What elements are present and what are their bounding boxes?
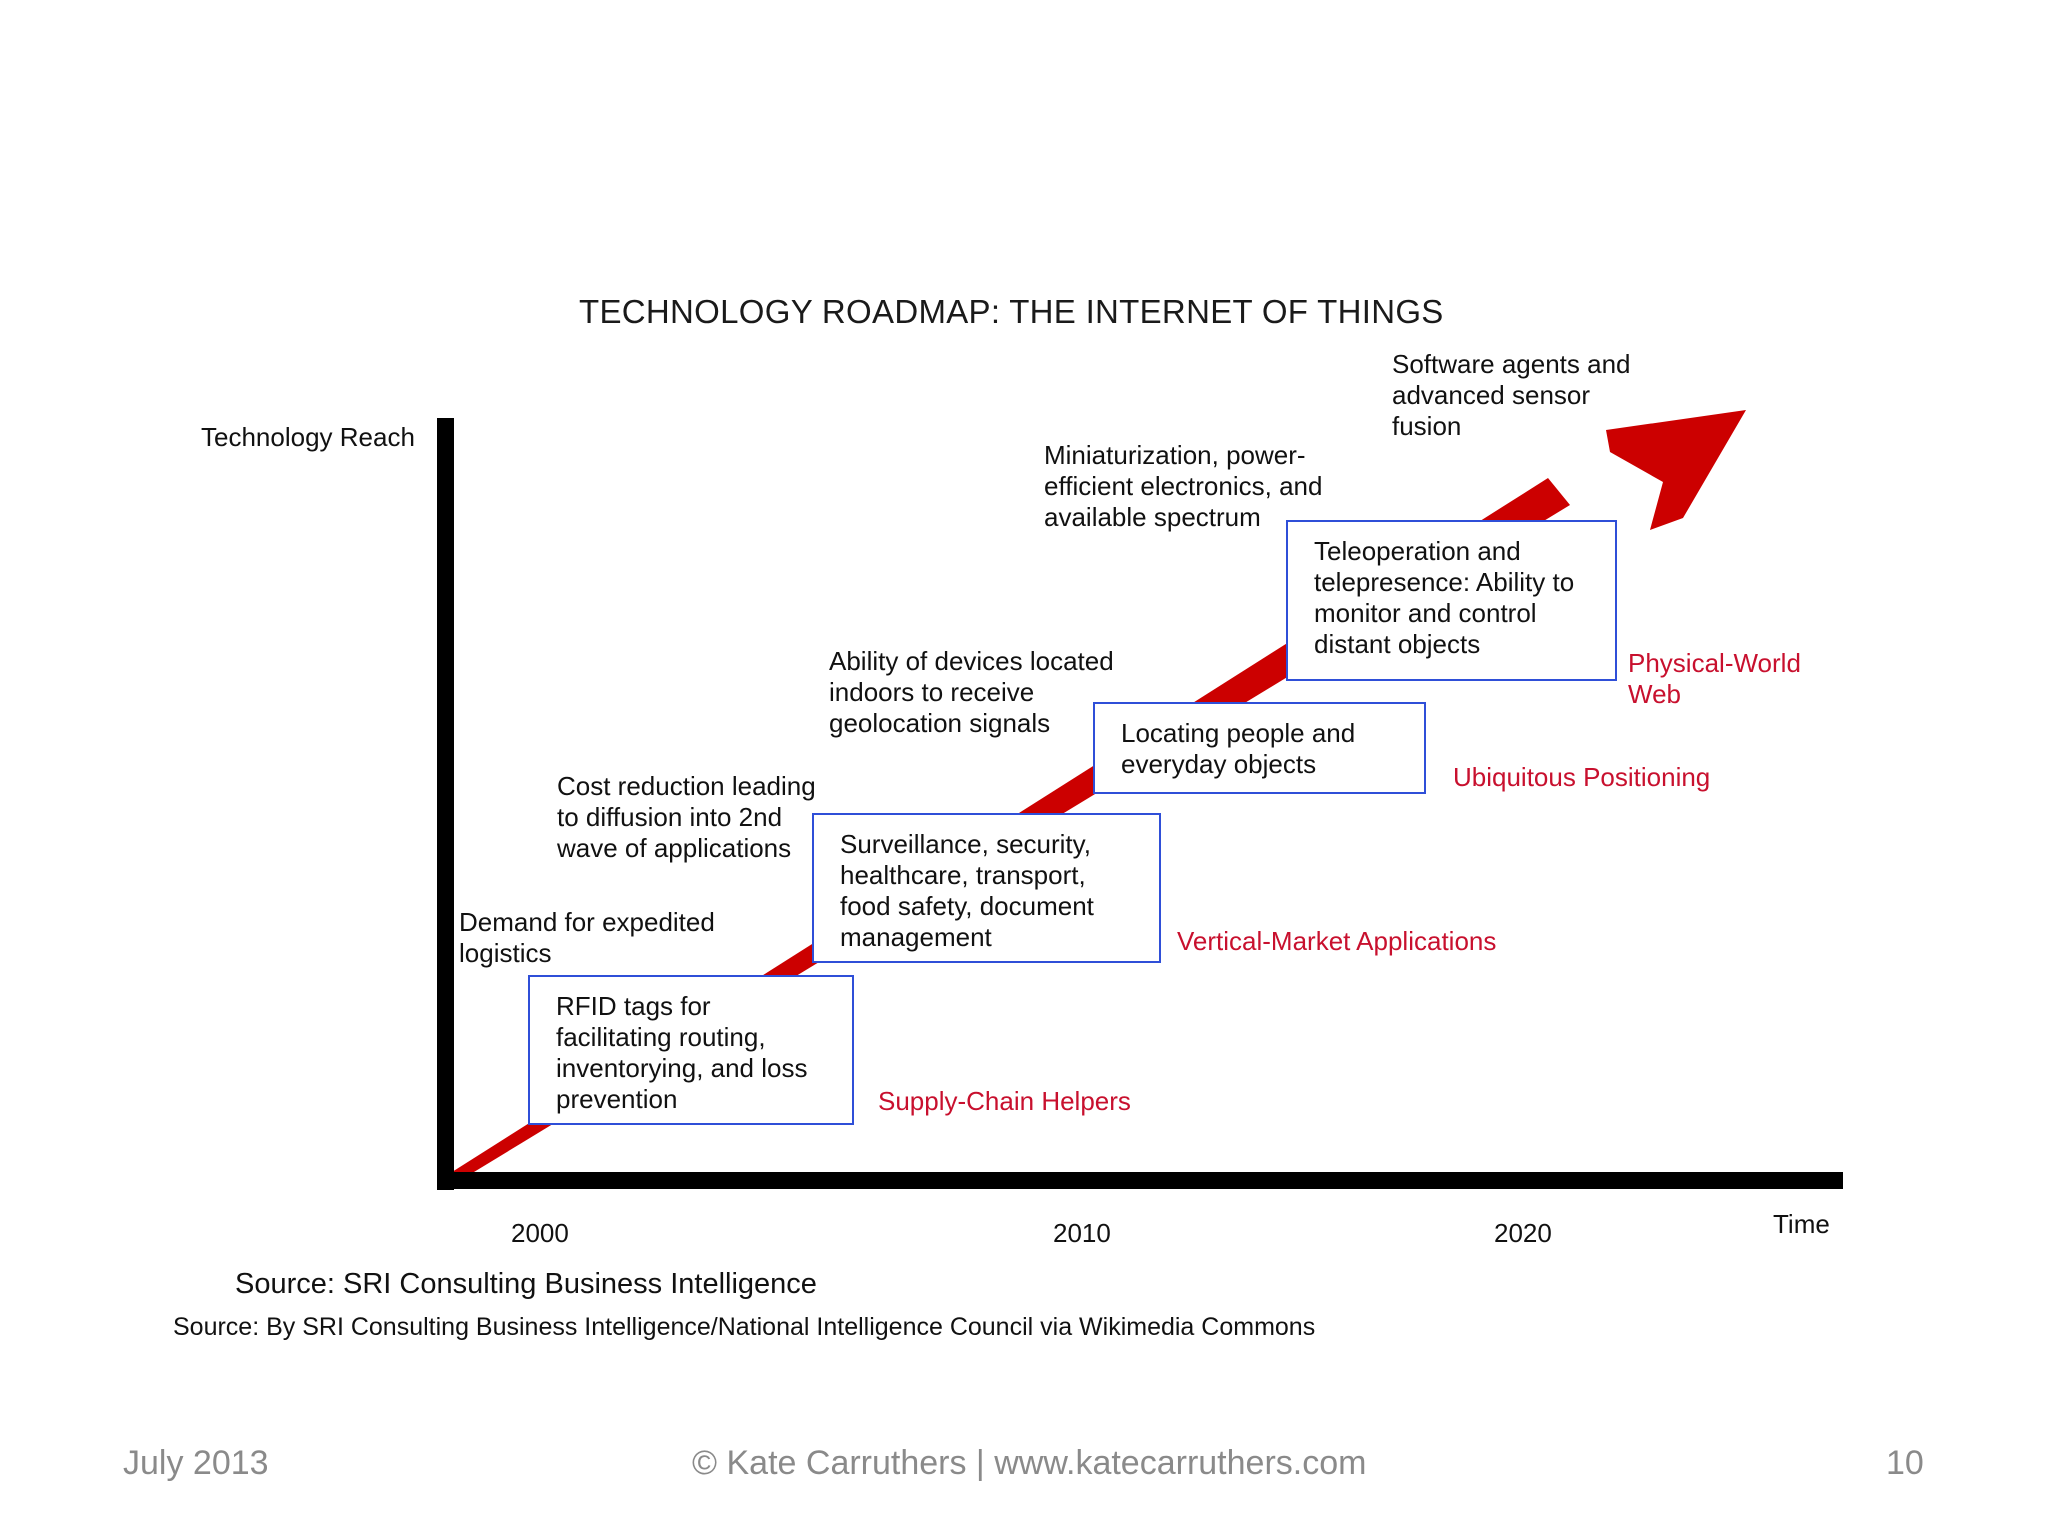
driver-cost-reduction: Cost reduction leading to diffusion into…	[557, 771, 816, 863]
diagram-title: TECHNOLOGY ROADMAP: THE INTERNET OF THIN…	[579, 293, 1444, 330]
x-tick-2020: 2020	[1494, 1218, 1552, 1248]
y-axis-line	[437, 418, 454, 1190]
category-physical-world-web: Physical-World Web	[1628, 648, 1801, 709]
milestone-box-surveillance: Surveillance, security, healthcare, tran…	[812, 813, 1161, 963]
milestone-box-teleoperation: Teleoperation and telepresence: Ability …	[1286, 520, 1617, 681]
footer-date: July 2013	[123, 1444, 269, 1482]
footer-copyright: © Kate Carruthers | www.katecarruthers.c…	[692, 1444, 1367, 1482]
growth-arrow-head	[1606, 410, 1746, 530]
driver-expedited-logistics: Demand for expedited logistics	[459, 907, 715, 968]
category-supply-chain: Supply-Chain Helpers	[878, 1086, 1131, 1116]
source-primary: Source: SRI Consulting Business Intellig…	[235, 1268, 817, 1300]
y-axis-label: Technology Reach	[201, 422, 415, 452]
driver-miniaturization: Miniaturization, power- efficient electr…	[1044, 440, 1323, 532]
x-tick-2010: 2010	[1053, 1218, 1111, 1248]
driver-indoor-geolocation: Ability of devices located indoors to re…	[829, 646, 1114, 738]
x-axis-line	[437, 1172, 1843, 1189]
milestone-box-rfid: RFID tags for facilitating routing, inve…	[528, 975, 854, 1125]
category-ubiquitous-positioning: Ubiquitous Positioning	[1453, 762, 1711, 792]
x-tick-2000: 2000	[511, 1218, 569, 1248]
driver-software-agents: Software agents and advanced sensor fusi…	[1392, 349, 1631, 441]
source-secondary: Source: By SRI Consulting Business Intel…	[173, 1313, 1316, 1341]
category-vertical-market: Vertical-Market Applications	[1177, 926, 1497, 956]
x-axis-label: Time	[1773, 1209, 1830, 1239]
milestone-box-locating: Locating people and everyday objects	[1093, 702, 1426, 794]
footer-page-number: 10	[1886, 1444, 1924, 1482]
